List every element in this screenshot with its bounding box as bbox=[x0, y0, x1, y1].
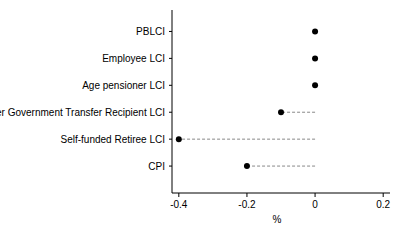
chart: -0.4 -0.2 0 0.2% PBLCI Employee LCI Age pensio… bbox=[0, 0, 397, 227]
x-axis bbox=[172, 193, 390, 194]
y-tick bbox=[169, 166, 172, 167]
stem bbox=[179, 139, 315, 140]
category-label: CPI bbox=[148, 161, 165, 172]
x-tick-label: 0 bbox=[312, 199, 318, 210]
y-tick bbox=[169, 58, 172, 59]
dot bbox=[312, 28, 318, 34]
y-axis bbox=[172, 10, 173, 193]
dot bbox=[312, 55, 318, 61]
dot bbox=[278, 109, 284, 115]
category-label: Age pensioner LCI bbox=[82, 80, 165, 91]
y-tick bbox=[169, 139, 172, 140]
category-label: Other Government Transfer Recipient LCI bbox=[0, 107, 165, 118]
marks bbox=[176, 28, 318, 169]
x-tick bbox=[246, 193, 247, 197]
x-axis-label: % bbox=[273, 214, 282, 225]
y-tick bbox=[169, 85, 172, 86]
category-label: Self-funded Retiree LCI bbox=[60, 134, 165, 145]
y-tick bbox=[169, 112, 172, 113]
x-tick bbox=[178, 193, 179, 197]
stem bbox=[247, 166, 315, 167]
dot bbox=[312, 82, 318, 88]
y-tick bbox=[169, 31, 172, 32]
x-tick-label: 0.2 bbox=[376, 199, 390, 210]
category-label: Employee LCI bbox=[102, 53, 165, 64]
category-label: PBLCI bbox=[136, 26, 165, 37]
x-tick-label: -0.2 bbox=[238, 199, 256, 210]
x-tick bbox=[383, 193, 384, 197]
dot bbox=[176, 136, 182, 142]
x-tick-label: -0.4 bbox=[170, 199, 188, 210]
dot bbox=[244, 163, 250, 169]
stem bbox=[281, 112, 315, 113]
x-tick bbox=[315, 193, 316, 197]
